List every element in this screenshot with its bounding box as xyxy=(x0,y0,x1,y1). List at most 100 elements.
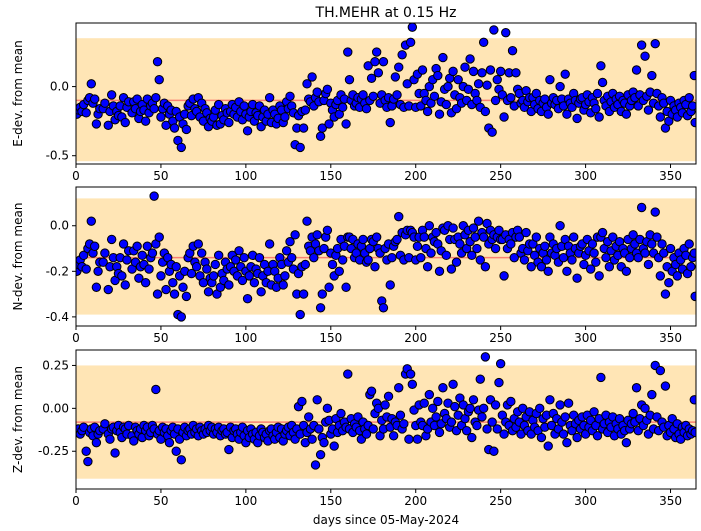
data-point xyxy=(684,239,694,249)
data-point xyxy=(176,312,187,322)
data-point xyxy=(594,112,604,122)
data-point xyxy=(152,289,163,299)
data-point xyxy=(168,278,178,288)
data-point xyxy=(399,419,409,429)
data-point xyxy=(210,259,220,270)
data-point xyxy=(91,282,102,292)
data-point xyxy=(344,74,355,85)
data-point xyxy=(467,250,477,261)
subplot-vertical: 0 50 100 150 200 250 300 350 -0.25 0.00 0.25 Z-dev.… xyxy=(11,349,697,508)
data-point xyxy=(650,207,660,217)
data-point xyxy=(555,221,565,231)
data-point xyxy=(468,395,479,405)
x-tick-label: 250 xyxy=(489,494,512,508)
data-point xyxy=(562,437,572,448)
data-point xyxy=(664,278,674,288)
data-point xyxy=(371,47,382,57)
y-tick-label: 0.25 xyxy=(42,358,69,372)
x-tick-label: 250 xyxy=(489,169,512,183)
x-tick-label: 350 xyxy=(659,331,682,345)
data-point xyxy=(589,407,599,417)
data-point xyxy=(249,278,260,288)
data-point xyxy=(543,109,553,119)
data-point xyxy=(647,239,657,249)
data-point xyxy=(489,446,499,456)
data-point xyxy=(343,369,353,379)
data-point xyxy=(312,230,322,240)
y-tick-label: -0.5 xyxy=(46,149,69,163)
data-point xyxy=(579,259,589,270)
data-point xyxy=(495,359,506,369)
data-point xyxy=(264,239,275,249)
y-axis-label: E-dev. from mean xyxy=(11,40,25,146)
data-point xyxy=(319,437,329,448)
data-point xyxy=(242,293,253,304)
data-point xyxy=(100,98,110,108)
data-point xyxy=(482,80,492,90)
data-point xyxy=(132,241,142,251)
data-point xyxy=(647,70,657,81)
data-point xyxy=(567,255,577,265)
y-tick-label: 0.00 xyxy=(42,401,69,415)
data-point xyxy=(100,419,110,429)
data-point xyxy=(431,412,441,422)
data-point xyxy=(492,74,502,85)
x-tick-label: 50 xyxy=(153,169,168,183)
data-point xyxy=(434,427,445,438)
data-point xyxy=(690,427,696,438)
data-point xyxy=(506,239,516,249)
x-tick-label: 150 xyxy=(319,169,342,183)
data-point xyxy=(592,431,603,441)
data-point xyxy=(343,47,353,57)
data-point xyxy=(370,262,380,272)
data-point xyxy=(81,108,91,118)
subplot-east: 0 50 100 150 200 250 300 350 -0.5 0.0 E-dev. from … xyxy=(11,22,697,183)
data-point xyxy=(103,284,113,295)
data-point xyxy=(475,255,485,265)
data-point xyxy=(392,90,402,100)
y-tick-label: -0.2 xyxy=(46,264,69,278)
data-point xyxy=(324,282,334,292)
data-point xyxy=(596,61,606,71)
data-point xyxy=(672,271,683,281)
x-tick-label: 0 xyxy=(72,331,80,345)
data-point xyxy=(480,352,491,362)
data-point xyxy=(426,248,436,258)
data-point xyxy=(322,84,333,95)
data-point xyxy=(633,252,643,263)
data-point xyxy=(224,117,234,128)
data-point xyxy=(478,403,489,414)
data-point xyxy=(477,412,487,422)
data-point xyxy=(337,102,348,113)
data-point xyxy=(652,232,662,242)
data-point xyxy=(485,65,496,75)
x-tick-label: 200 xyxy=(404,331,427,345)
data-point xyxy=(446,417,457,427)
data-point xyxy=(310,460,321,470)
data-point xyxy=(315,449,326,460)
data-point xyxy=(181,291,192,302)
data-point xyxy=(499,112,509,122)
data-point xyxy=(385,280,395,290)
axes-frame xyxy=(75,349,697,490)
plot-area xyxy=(76,191,696,322)
data-point xyxy=(594,271,604,281)
y-tick-label: 0.0 xyxy=(50,219,69,233)
data-point xyxy=(290,230,300,240)
data-point xyxy=(164,437,175,448)
data-point xyxy=(636,202,647,213)
y-tick-label: 0.0 xyxy=(50,80,69,94)
x-tick-label: 350 xyxy=(659,169,682,183)
data-point xyxy=(317,123,328,133)
data-point xyxy=(122,255,132,265)
data-point xyxy=(78,250,89,261)
data-point xyxy=(468,223,479,233)
data-point xyxy=(147,248,158,258)
data-point xyxy=(156,112,166,122)
x-tick-label: 300 xyxy=(574,169,597,183)
data-point xyxy=(202,264,212,274)
data-point xyxy=(91,119,102,129)
data-point xyxy=(149,104,159,114)
x-tick-label: 100 xyxy=(234,169,257,183)
data-point xyxy=(453,74,463,85)
